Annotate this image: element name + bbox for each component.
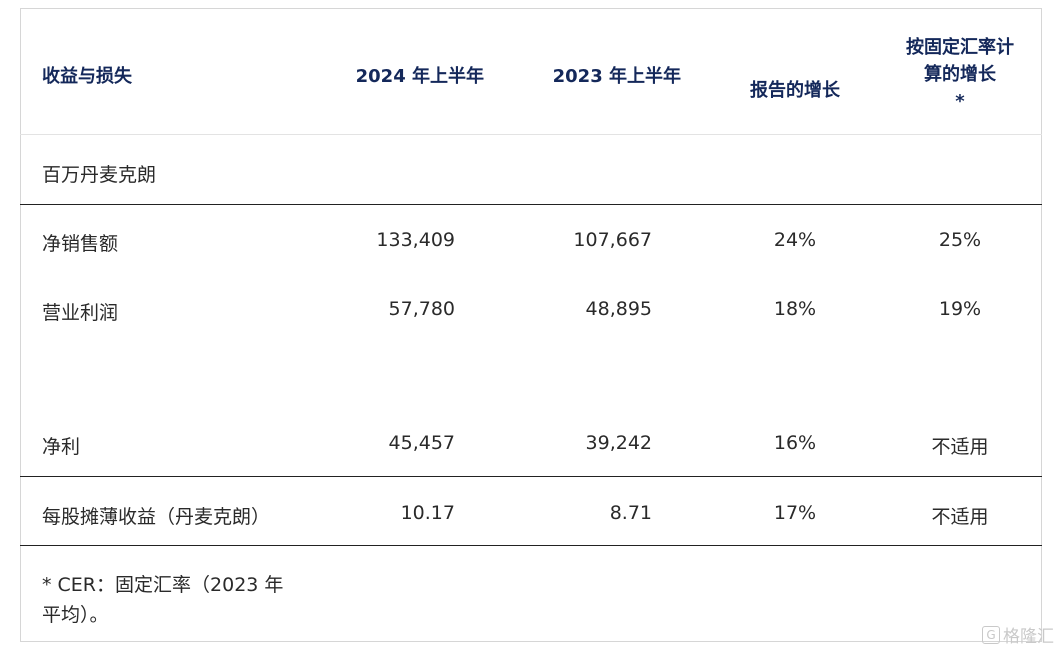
diluted-eps-reported: 17% [773, 502, 817, 524]
net-sales-2024: 133,409 [376, 229, 455, 251]
diluted-eps-2023: 8.71 [609, 502, 652, 524]
row-label-diluted-eps: 每股摊薄收益（丹麦克朗） [42, 506, 271, 528]
diluted-eps-2024: 10.17 [400, 502, 455, 524]
operating-profit-cer: 19% [938, 298, 982, 320]
header-h1-2024: 2024 年上半年 [355, 66, 484, 87]
net-sales-2023: 107,667 [573, 229, 652, 251]
row-label-operating-profit: 营业利润 [42, 302, 119, 324]
operating-profit-reported: 18% [773, 298, 817, 320]
net-sales-cer: 25% [938, 229, 982, 251]
header-cer-growth: 按固定汇率计 算的增长 * [885, 34, 1035, 115]
watermark: G 格隆汇 [982, 622, 1054, 647]
divider-eps [20, 545, 1042, 546]
watermark-logo-icon: G [982, 625, 1000, 644]
watermark-text: 格隆汇 [1003, 627, 1054, 647]
footnote-cer: * CER：固定汇率（2023 年平均）。 [42, 574, 284, 626]
net-profit-reported: 16% [773, 432, 817, 454]
header-cer-line3: * [955, 91, 965, 112]
row-label-net-profit: 净利 [42, 436, 81, 458]
net-profit-2023: 39,242 [585, 432, 652, 454]
header-h1-2023: 2023 年上半年 [552, 66, 681, 87]
header-gains-losses: 收益与损失 [42, 66, 132, 87]
divider-header [20, 134, 1042, 135]
operating-profit-2024: 57,780 [388, 298, 455, 320]
table-frame [20, 8, 1042, 642]
divider-net-profit [20, 476, 1042, 477]
divider-unit [20, 204, 1042, 205]
row-label-net-sales: 净销售额 [42, 233, 119, 255]
header-cer-line1: 按固定汇率计 [906, 37, 1014, 58]
header-reported-growth: 报告的增长 [750, 80, 840, 101]
diluted-eps-cer: 不适用 [931, 506, 989, 528]
net-profit-cer: 不适用 [931, 436, 989, 458]
net-sales-reported: 24% [773, 229, 817, 251]
header-cer-line2: 算的增长 [924, 64, 996, 85]
net-profit-2024: 45,457 [388, 432, 455, 454]
unit-label: 百万丹麦克朗 [42, 164, 157, 186]
operating-profit-2023: 48,895 [585, 298, 652, 320]
